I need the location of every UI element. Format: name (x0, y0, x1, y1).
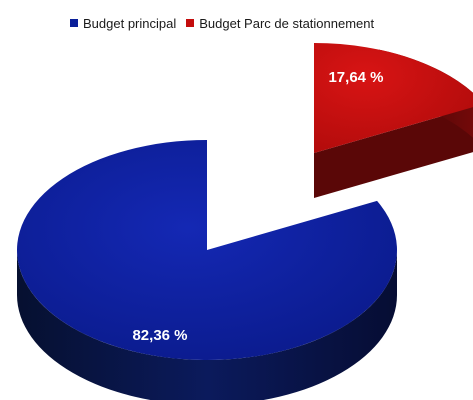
legend-label-budget-principal: Budget principal (83, 15, 177, 31)
legend-item-budget-principal: Budget principal (70, 16, 176, 31)
data-label-budget-parc: 17,64 % (328, 69, 383, 86)
slice-top-budget-principal (17, 139, 398, 360)
slice-top-budget-parc (314, 43, 473, 153)
data-label-budget-principal: 82,36 % (132, 327, 187, 344)
slice-tops (17, 43, 473, 360)
legend-label-budget-parc: Budget Parc de stationnement (199, 15, 375, 31)
chart-legend: Budget principal Budget Parc de stationn… (70, 13, 384, 33)
legend-swatch-budget-principal (70, 19, 78, 27)
slice-side-budget-principal (17, 250, 397, 400)
legend-item-budget-parc: Budget Parc de stationnement (186, 16, 374, 31)
slice-wall-budget-parc (314, 107, 473, 198)
slice-labels: 82,36 % 17,64 % (132, 69, 383, 344)
legend-swatch-budget-parc (186, 19, 195, 27)
